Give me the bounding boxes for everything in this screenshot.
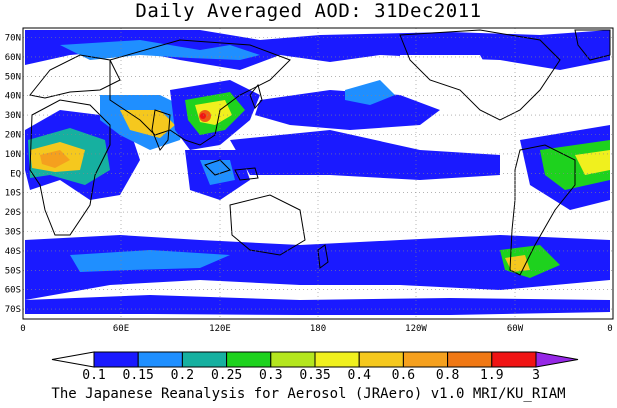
lat-label: 60N [5,53,21,63]
footer-caption: The Japanese Reanalysis for Aerosol (JRA… [51,386,566,402]
lat-labels: 70N 60N 50N 40N 30N 20N 10N EQ 10S 20S 3… [5,34,21,316]
lat-label: 30N [5,111,21,121]
lon-label: 0 [607,324,612,334]
colorbar-label: 1.9 [480,368,503,383]
lat-label: 50N [5,72,21,82]
map-frame [22,27,614,320]
colorbar-label: 0.1 [82,368,105,383]
colorbar-segment [51,351,95,368]
colorbar-label: 0.25 [211,368,242,383]
colorbar-segment [181,351,228,368]
colorbar-segment [358,351,404,368]
page-title: Daily Averaged AOD: 31Dec2011 [135,0,482,22]
colorbar: 0.1 0.15 0.2 0.25 0.3 0.35 0.4 0.6 0.8 1.9 3 [51,351,579,383]
colorbar-segment [491,351,537,368]
colorbar-label: 0.35 [299,368,330,383]
lat-label: 40N [5,92,21,102]
lon-label: 180 [310,324,326,334]
lat-label: 20N [5,131,21,141]
lat-label: 70N [5,34,21,44]
colorbar-segment [93,351,139,368]
lat-label: 40S [5,247,21,257]
colorbar-label: 0.2 [171,368,194,383]
lat-label: EQ [10,169,21,179]
lon-label: 60W [507,324,524,334]
lon-labels: 0 60E 120E 180 120W 60W 0 [20,324,612,334]
lat-label: 60S [5,286,21,296]
lat-label: 50S [5,266,21,276]
lat-label: 20S [5,208,21,218]
colorbar-label: 0.8 [436,368,459,383]
colorbar-segment [137,351,183,368]
colorbar-segment [314,351,360,368]
lon-label: 60E [113,324,129,334]
lon-label: 120W [405,324,427,334]
lat-label: 10N [5,150,21,160]
colorbar-label: 3 [532,368,540,383]
colorbar-label: 0.4 [347,368,371,383]
coastlines [29,29,611,276]
colorbar-segment [535,351,579,368]
grid-lines [23,28,613,319]
colorbar-segment [402,351,449,368]
lat-label: 10S [5,189,21,199]
lon-label: 120E [209,324,231,334]
lat-label: 30S [5,228,21,238]
aod-field [25,30,610,315]
colorbar-label: 0.15 [123,368,154,383]
colorbar-segment [270,351,316,368]
lon-label: 0 [20,324,25,334]
colorbar-label: 0.6 [392,368,415,383]
colorbar-label: 0.3 [259,368,282,383]
lat-label: 70S [5,305,21,315]
colorbar-segment [226,351,272,368]
colorbar-segment [447,351,493,368]
